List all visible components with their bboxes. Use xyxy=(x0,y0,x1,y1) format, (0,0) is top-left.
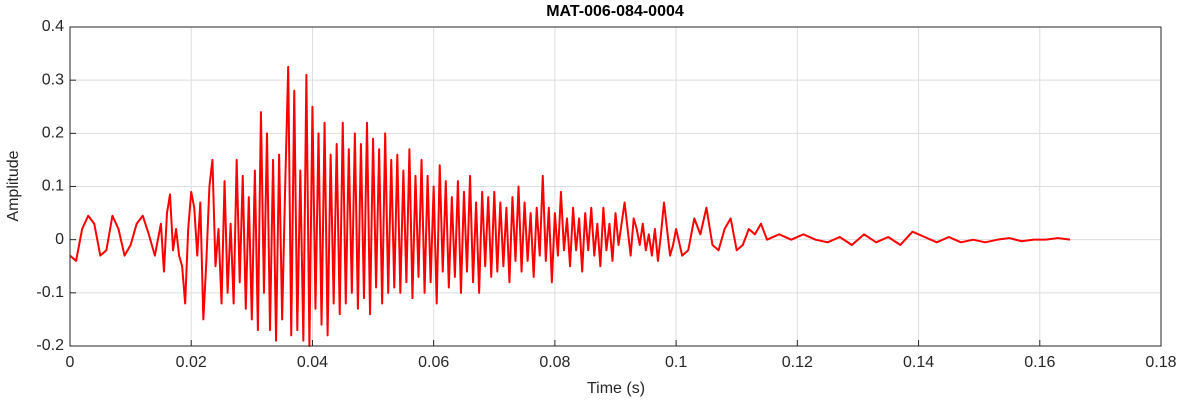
x-tick-label: 0.1 xyxy=(665,354,687,371)
y-axis-label: Amplitude xyxy=(5,150,22,221)
x-axis-label: Time (s) xyxy=(587,380,645,397)
x-tick-label: 0.06 xyxy=(418,354,449,371)
signal-line xyxy=(69,65,1071,347)
y-tick-label: -0.2 xyxy=(36,337,64,354)
x-tick-label: 0.14 xyxy=(903,354,934,371)
y-tick-label: 0.4 xyxy=(42,18,64,35)
x-tick-label: 0.02 xyxy=(176,354,207,371)
y-tick-label: 0.3 xyxy=(42,71,64,88)
x-tick-label: 0 xyxy=(66,354,75,371)
y-tick-label: 0.1 xyxy=(42,178,64,195)
x-tick-label: 0.16 xyxy=(1024,354,1055,371)
x-tick-label: 0.04 xyxy=(297,354,328,371)
y-tick-label: -0.1 xyxy=(36,284,64,301)
y-tick-label: 0.2 xyxy=(42,125,64,142)
x-tick-label: 0.18 xyxy=(1145,354,1176,371)
chart-title: MAT-006-084-0004 xyxy=(546,3,684,20)
x-tick-label: 0.08 xyxy=(539,354,570,371)
y-tick-label: 0 xyxy=(55,231,64,248)
x-tick-label: 0.12 xyxy=(782,354,813,371)
plot-frame xyxy=(69,26,1162,347)
